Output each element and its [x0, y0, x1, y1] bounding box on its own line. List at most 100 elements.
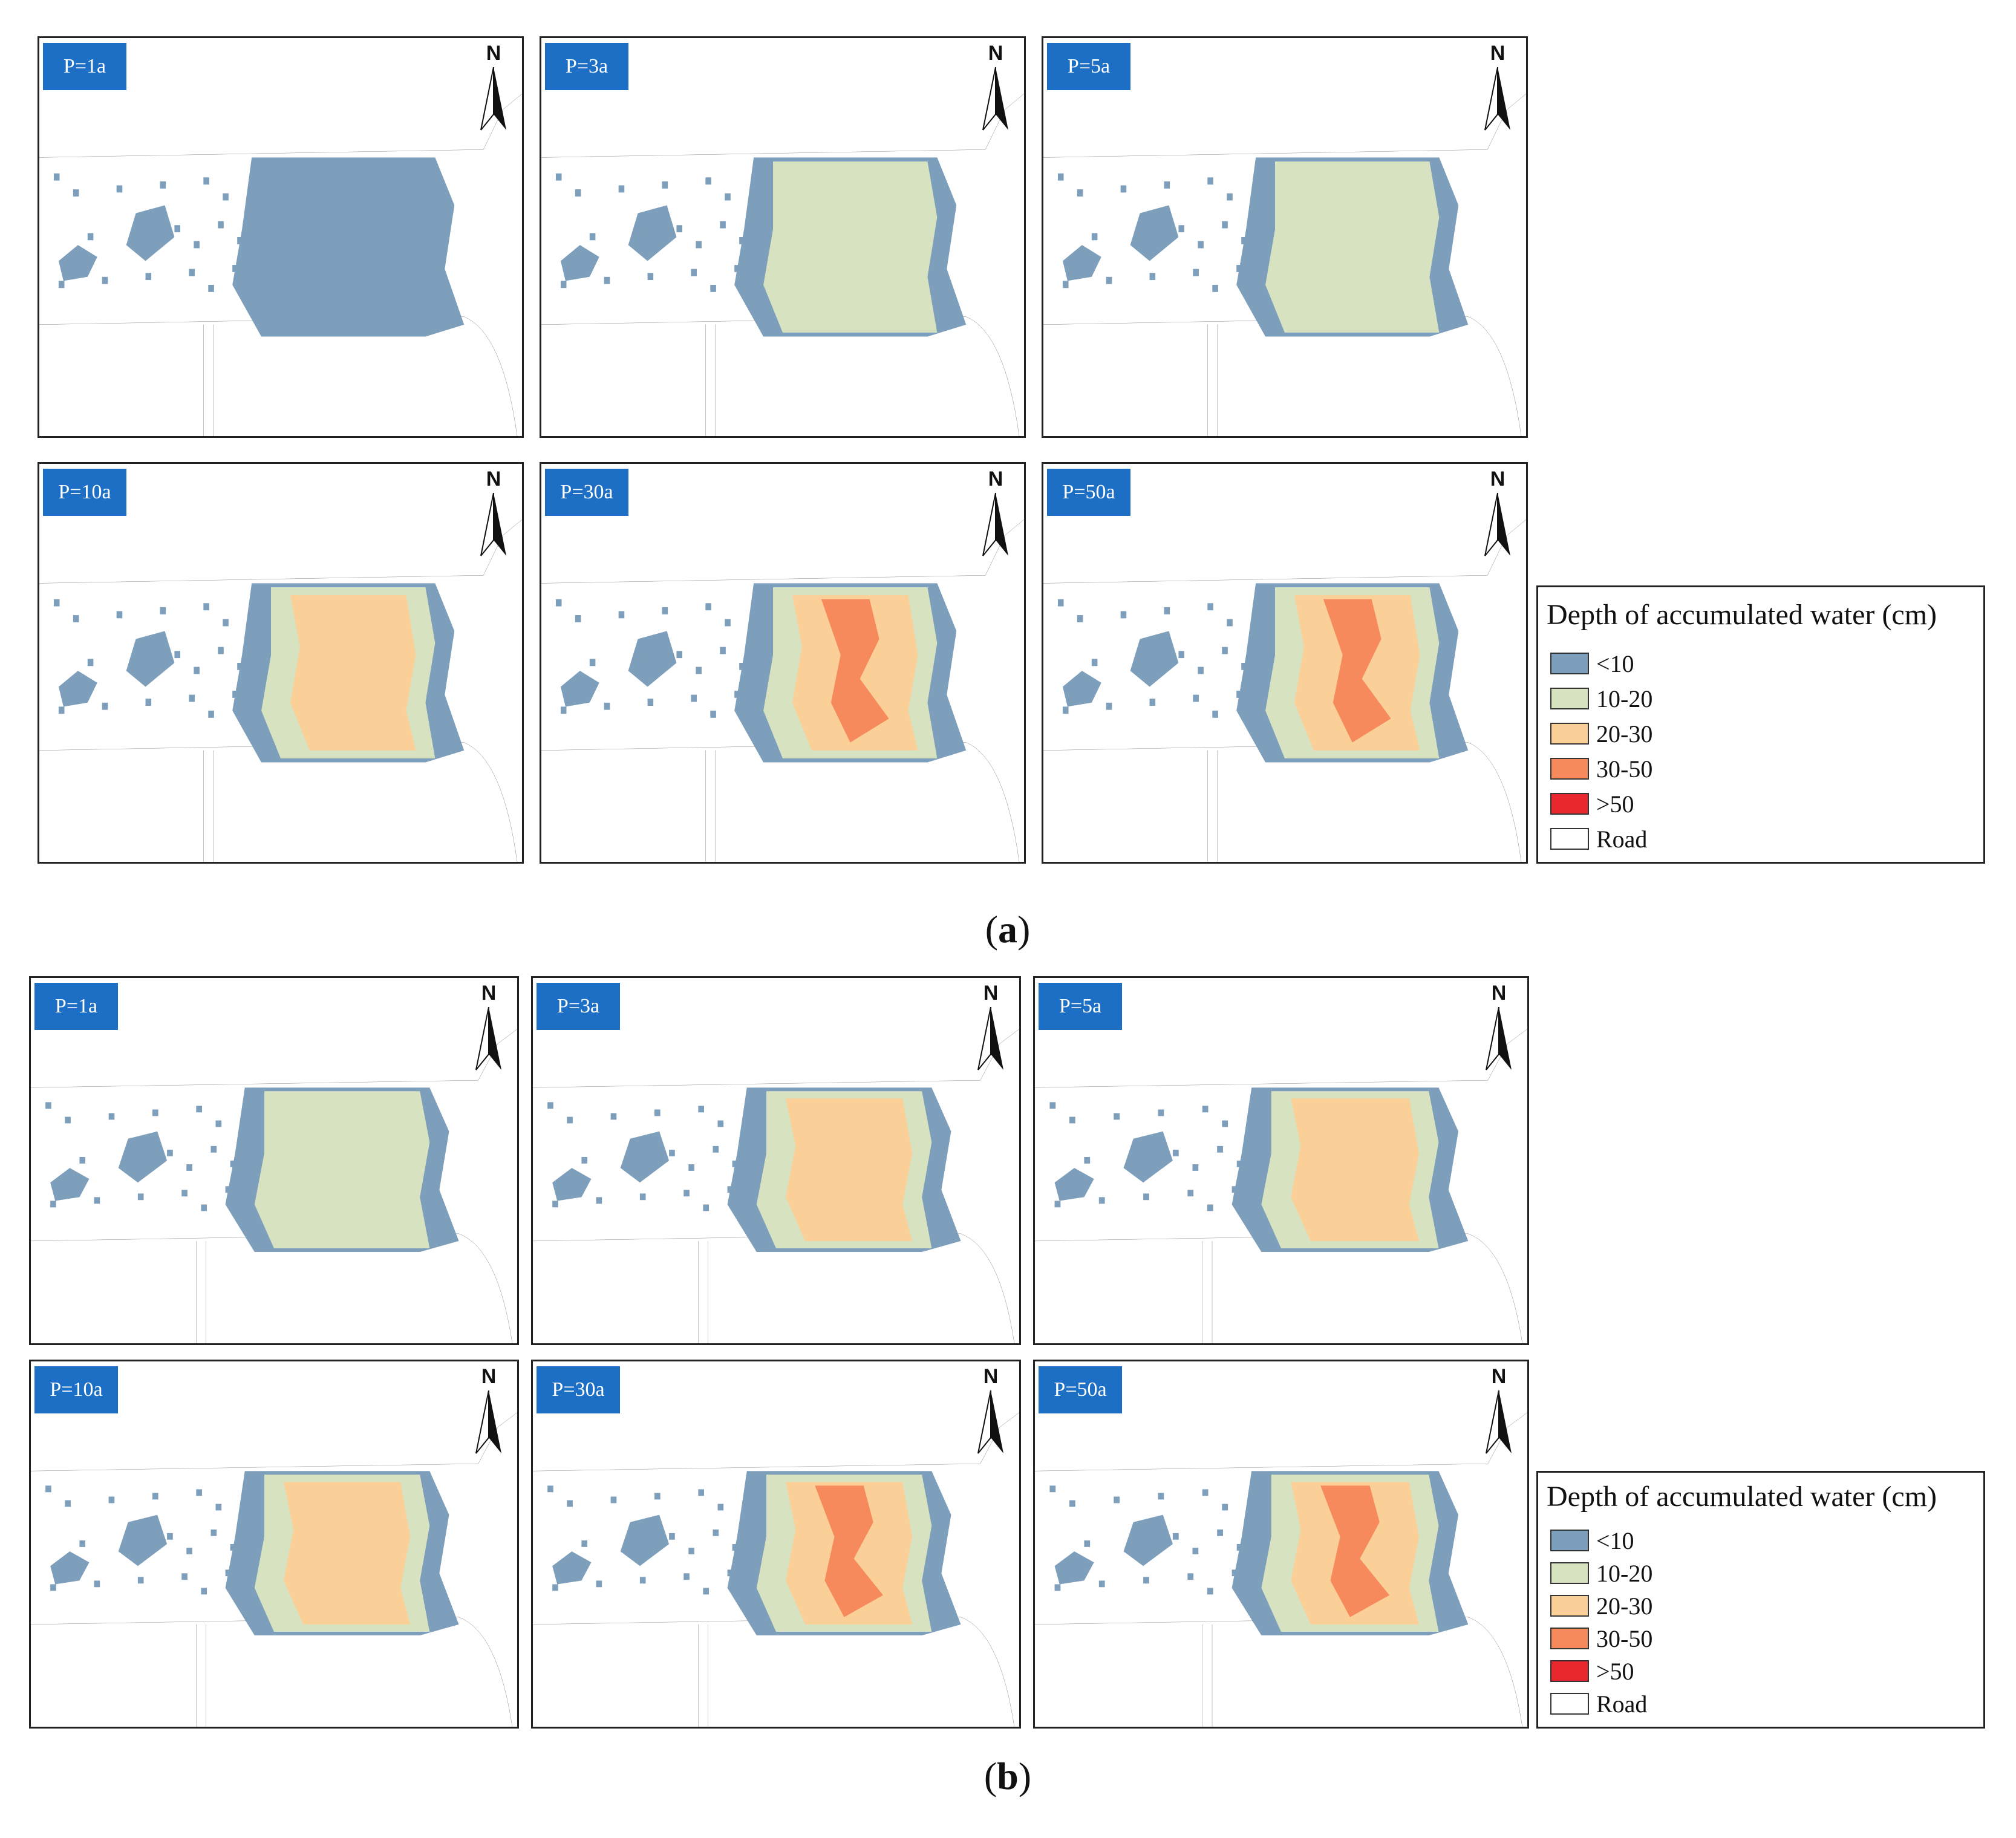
map-panel-a-4: P=10a N: [38, 462, 524, 864]
water-cell: [669, 1533, 675, 1540]
water-cell: [1227, 619, 1233, 627]
north-letter: N: [1490, 42, 1505, 65]
map-drawing: [31, 978, 517, 1343]
map-panel-b-3: P=5a N: [1033, 976, 1529, 1345]
legend-label: <10: [1596, 1527, 1634, 1554]
map-drawing: [1035, 978, 1527, 1343]
water-cell: [696, 241, 702, 249]
water-cell: [189, 269, 195, 276]
water-cell: [79, 1540, 86, 1547]
north-arrow-dark-half: [494, 67, 506, 130]
water-cell: [589, 233, 596, 241]
water-cell: [596, 1580, 602, 1588]
water-cell: [232, 265, 238, 272]
water-cell: [108, 1113, 115, 1120]
north-arrow-light-half: [977, 1390, 991, 1454]
water-cell: [604, 276, 610, 284]
water-cell: [1217, 1145, 1223, 1153]
water-cell: [196, 1106, 203, 1113]
water-cell: [717, 1120, 724, 1127]
water-cell: [1143, 1577, 1149, 1584]
water-cell: [1054, 1584, 1061, 1591]
road-edge-south: [31, 1234, 512, 1343]
water-cell: [1222, 1504, 1228, 1511]
water-cell: [152, 1109, 158, 1116]
water-cell: [137, 1577, 144, 1584]
north-arrow-icon: N: [1479, 468, 1516, 558]
water-cell: [734, 265, 740, 272]
water-cell: [1236, 691, 1242, 698]
water-cell: [131, 229, 137, 236]
water-cell: [65, 1116, 71, 1124]
water-cell: [181, 1190, 188, 1197]
north-arrow-dark-half: [1498, 493, 1510, 556]
north-letter: N: [481, 982, 497, 1005]
north-arrow-shape: [1484, 493, 1510, 556]
legend-label: 10-20: [1596, 1559, 1653, 1587]
water-cell: [1062, 706, 1069, 714]
north-arrow-light-half: [1486, 1007, 1499, 1071]
north-arrow-icon: N: [977, 42, 1014, 132]
water-cell: [1192, 1548, 1199, 1554]
north-arrow-dark-half: [1498, 67, 1510, 130]
water-cell: [725, 619, 731, 627]
water-cell: [575, 615, 581, 622]
water-depth-zone-lt10: [1062, 245, 1101, 281]
road-edge-north: [1043, 94, 1526, 157]
water-cell: [698, 1489, 705, 1496]
water-cell: [1227, 193, 1233, 201]
water-cell: [734, 691, 740, 698]
water-cell: [145, 699, 152, 706]
water-cell: [1193, 269, 1199, 276]
legend-swatch: [1550, 758, 1589, 780]
map-panel-b-2: P=3a N: [531, 976, 1021, 1345]
legend-item-road: Road: [1550, 1689, 1647, 1718]
water-cell: [691, 694, 697, 702]
water-cell: [237, 237, 243, 244]
water-cell: [1143, 1193, 1149, 1201]
legend-swatch: [1550, 1693, 1589, 1715]
water-cell: [1098, 1580, 1105, 1588]
water-cell: [1158, 1109, 1164, 1116]
road-edge-south: [533, 1617, 1014, 1727]
north-arrow-light-half: [475, 1007, 489, 1071]
water-cell: [1164, 607, 1170, 614]
road-edge-north: [541, 94, 1024, 157]
return-period-label: P=5a: [1039, 983, 1122, 1030]
north-arrow-light-half: [982, 67, 996, 131]
water-cell: [713, 1145, 719, 1153]
water-cell: [174, 225, 181, 233]
north-arrow-shape: [480, 67, 506, 131]
north-letter: N: [1491, 982, 1507, 1005]
map-drawing: [541, 464, 1024, 862]
side-road: [705, 325, 715, 436]
water-cell: [94, 1197, 100, 1204]
water-cell: [703, 1588, 710, 1595]
legend-label: 10-20: [1596, 685, 1653, 712]
water-cell: [58, 706, 65, 714]
road-edge-south: [1043, 317, 1521, 436]
water-cell: [194, 666, 200, 674]
side-road: [1207, 325, 1217, 436]
water-cell: [50, 1584, 56, 1591]
water-cell: [633, 229, 639, 236]
water-cell: [713, 1529, 719, 1536]
water-cell: [215, 1504, 222, 1511]
water-cell: [1198, 666, 1204, 674]
water-cell: [225, 1186, 232, 1193]
map-panel-b-6: P=50a N: [1033, 1360, 1529, 1729]
water-depth-zone-20_30: [284, 1482, 411, 1625]
water-cell: [560, 706, 567, 714]
north-arrow-light-half: [1484, 67, 1498, 131]
water-depth-zone-10_20: [763, 161, 938, 333]
road-edge-south: [533, 1234, 1014, 1343]
map-panel-a-5: P=30a N: [540, 462, 1026, 864]
north-arrow-dark-half: [996, 67, 1008, 130]
water-cell: [73, 189, 79, 197]
road-edge-south: [1035, 1234, 1522, 1343]
water-cell: [232, 691, 238, 698]
legend-a: Depth of accumulated water (cm) <10 10-2…: [1536, 585, 1985, 864]
return-period-label: P=5a: [1047, 43, 1130, 90]
water-depth-zone-30_50: [821, 599, 889, 743]
water-cell: [145, 273, 152, 281]
